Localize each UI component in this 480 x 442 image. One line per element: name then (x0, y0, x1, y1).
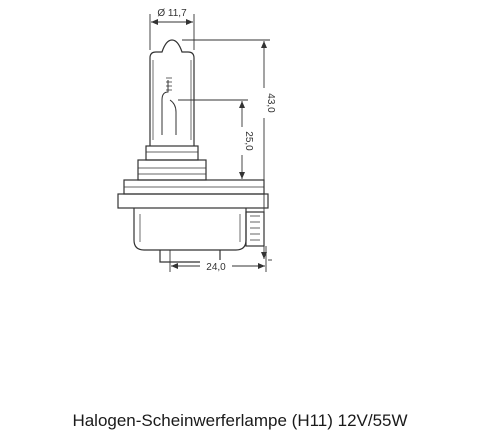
caption: Halogen-Scheinwerferlampe (H11) 12V/55W (72, 411, 408, 430)
flange-lower (117, 193, 269, 209)
base-bottom (159, 250, 221, 263)
neck (145, 145, 199, 161)
dimension-labels: Ø 11,7 43,0 25,0 24,0 (157, 6, 276, 273)
base-body (133, 208, 247, 251)
diameter-label: Ø 11,7 (157, 8, 187, 19)
glass-envelope (149, 39, 195, 146)
filament (161, 80, 177, 135)
bulb-technical-drawing: Ø 11,7 43,0 25,0 24,0 (117, 6, 276, 273)
connector-tab (245, 211, 265, 247)
base-width-label: 24,0 (206, 262, 226, 273)
total-height-label: 43,0 (265, 93, 276, 113)
dimension-lines (149, 14, 272, 272)
filament-coil (166, 77, 172, 91)
collar (137, 159, 207, 181)
light-center-height-label: 25,0 (243, 131, 254, 151)
